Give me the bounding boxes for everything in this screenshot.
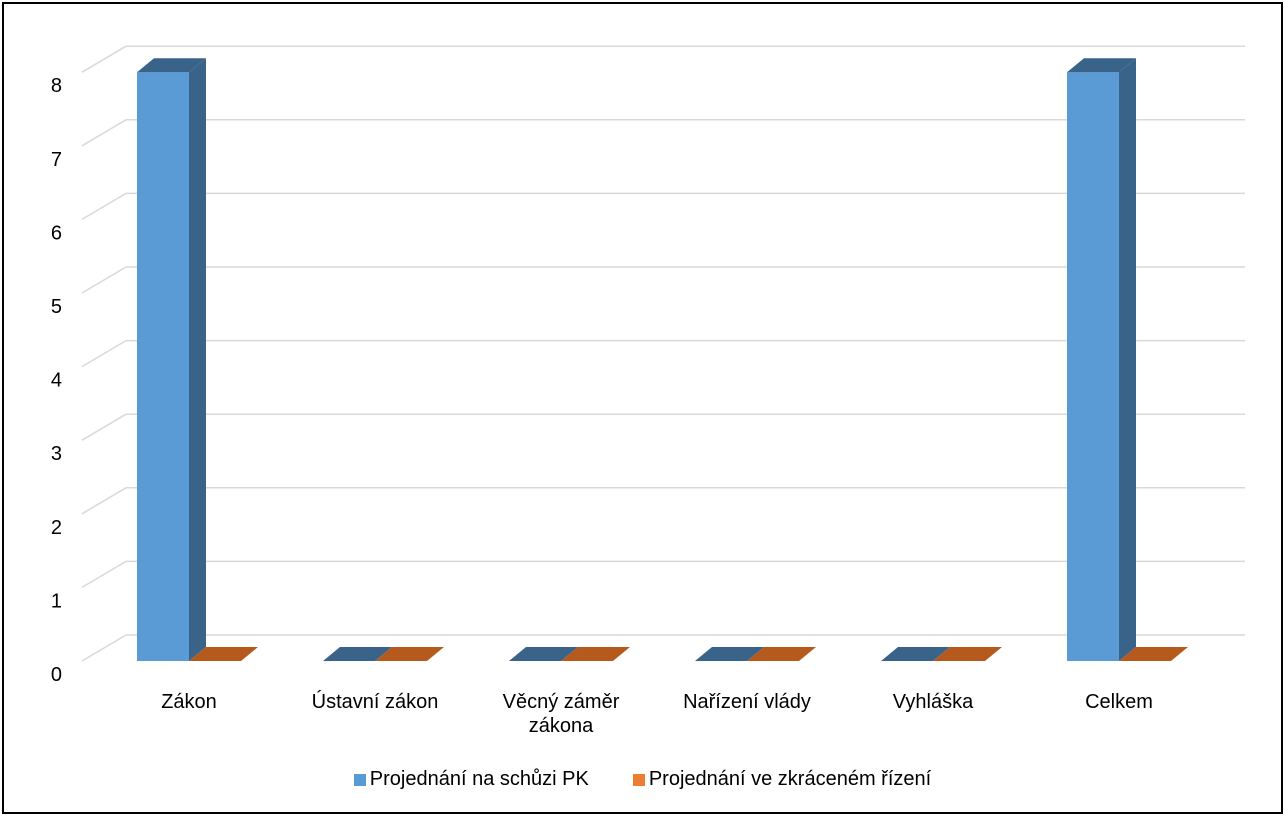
legend-label-series-2: Projednání ve zkráceném řízení: [648, 768, 932, 790]
legend-swatch-series-2: [632, 773, 645, 786]
y-tick-label-5: 5: [51, 296, 62, 318]
gridline-diagonal-4: [81, 339, 127, 368]
bar-top-1-4: [933, 647, 1002, 661]
gridline-diagonal-8: [81, 45, 127, 73]
legend-label-series-1: Projednání na schůzi PK: [369, 768, 589, 790]
legend-swatch-series-1: [353, 773, 366, 786]
category-label-2: Věcný záměr zákona: [503, 691, 620, 737]
y-tick-label-7: 7: [51, 149, 62, 171]
bar-top-0-4: [881, 647, 950, 661]
category-labels: Zákon Ústavní zákon Věcný záměr zákona Naříz…: [161, 690, 1153, 737]
bar-top-1-3: [747, 647, 816, 661]
category-label-0: Zákon: [161, 691, 217, 713]
bar-top-1-5: [1119, 647, 1188, 661]
bar-top-1-2: [561, 647, 630, 661]
bar-top-0-5: [1067, 58, 1136, 73]
gridline-diagonal-7: [81, 119, 127, 147]
gridlines: [81, 45, 1245, 662]
y-tick-label-3: 3: [51, 443, 62, 465]
category-label-4: Vyhláška: [893, 691, 974, 713]
y-tick-label-1: 1: [51, 590, 62, 612]
gridline-diagonal-6: [81, 192, 127, 221]
bar-front-0-5: [1067, 72, 1119, 661]
bar-top-1-1: [375, 647, 444, 661]
gridline-diagonal-3: [81, 413, 127, 441]
category-label-5: Celkem: [1085, 691, 1153, 713]
bar-top-0-2: [509, 647, 578, 661]
legend-entry-series-1[interactable]: Projednání na schůzi PK: [353, 768, 589, 791]
bar-side-0-0: [189, 58, 206, 661]
bars: [137, 58, 1188, 661]
y-tick-label-8: 8: [51, 75, 62, 97]
legend: Projednání na schůzi PK Projednání ve zk…: [0, 768, 1285, 791]
bar-top-0-3: [695, 647, 764, 661]
y-tick-label-2: 2: [51, 517, 62, 539]
bar-front-0-0: [137, 72, 189, 661]
bar-top-0-0: [137, 58, 206, 73]
gridline-diagonal-1: [81, 560, 127, 589]
bar-top-1-0: [189, 647, 258, 661]
bar-side-0-5: [1119, 58, 1136, 661]
category-label-1: Ústavní zákon: [312, 690, 439, 713]
gridline-diagonal-2: [81, 487, 127, 515]
gridline-diagonal-5: [81, 266, 127, 294]
legend-entry-series-2[interactable]: Projednání ve zkráceném řízení: [632, 768, 932, 791]
gridline-diagonal-0: [81, 634, 127, 662]
y-tick-label-6: 6: [51, 222, 62, 244]
y-tick-label-0: 0: [51, 664, 62, 686]
y-axis-ticks: 0 1 2 3 4 5 6 7 8: [51, 75, 62, 686]
y-tick-label-4: 4: [51, 370, 62, 392]
category-label-3: Nařízení vlády: [683, 691, 811, 713]
bar-top-0-1: [323, 647, 392, 661]
